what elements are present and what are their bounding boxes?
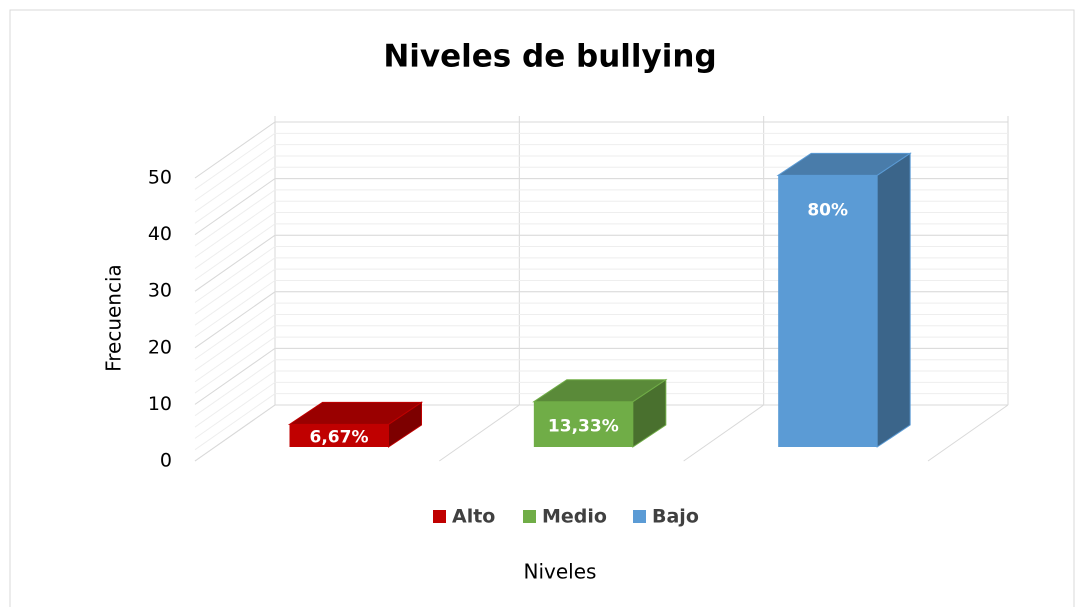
x-axis-label: Niveles (524, 560, 597, 584)
legend-label: Medio (542, 506, 607, 528)
minor-grid (194, 212, 276, 269)
minor-grid (194, 370, 276, 428)
bar-side (876, 152, 911, 448)
y-tick-label: 0 (160, 450, 172, 472)
minor-grid (194, 325, 276, 383)
minor-grid (194, 302, 276, 360)
bar (533, 401, 633, 447)
minor-grid (194, 189, 276, 247)
minor-grid (194, 155, 276, 213)
grid-line (194, 234, 1008, 292)
floor-line (927, 404, 1009, 462)
minor-grid (194, 314, 276, 371)
legend-label: Bajo (652, 506, 699, 528)
minor-grid (194, 223, 276, 281)
minor-grid (194, 200, 276, 258)
y-tick-label: 20 (148, 336, 172, 358)
minor-grid (194, 246, 276, 303)
minor-grid (194, 359, 276, 417)
floor-line (439, 404, 520, 462)
minor-grid (194, 257, 276, 315)
minor-grid (194, 268, 276, 326)
grid-line (194, 121, 1008, 179)
legend-swatch (523, 510, 536, 523)
minor-grid (194, 144, 276, 202)
data-label: 80% (807, 200, 848, 220)
minor-grid (194, 393, 276, 451)
grid-line (194, 347, 1008, 405)
y-tick-label: 10 (148, 393, 172, 415)
chart-title: Niveles de bullying (383, 39, 716, 75)
grid-line (194, 291, 1008, 349)
y-tick-label: 50 (148, 167, 172, 189)
data-label: 13,33% (548, 416, 619, 436)
minor-grid (194, 381, 276, 439)
y-axis-label: Frecuencia (102, 264, 126, 372)
bar (778, 175, 878, 447)
data-label: 6,67% (310, 428, 369, 448)
legend-label: Alto (452, 506, 495, 528)
legend-swatch (633, 510, 646, 523)
grid-line (194, 404, 1008, 462)
grid-line (194, 178, 1008, 236)
bar (289, 424, 389, 447)
minor-grid (194, 336, 276, 394)
floor-line (683, 404, 764, 462)
legend-swatch (433, 510, 446, 523)
y-tick-label: 40 (148, 223, 172, 245)
y-tick-label: 30 (148, 280, 172, 302)
minor-grid (194, 166, 276, 224)
minor-grid (194, 280, 276, 337)
minor-grid (194, 132, 276, 190)
